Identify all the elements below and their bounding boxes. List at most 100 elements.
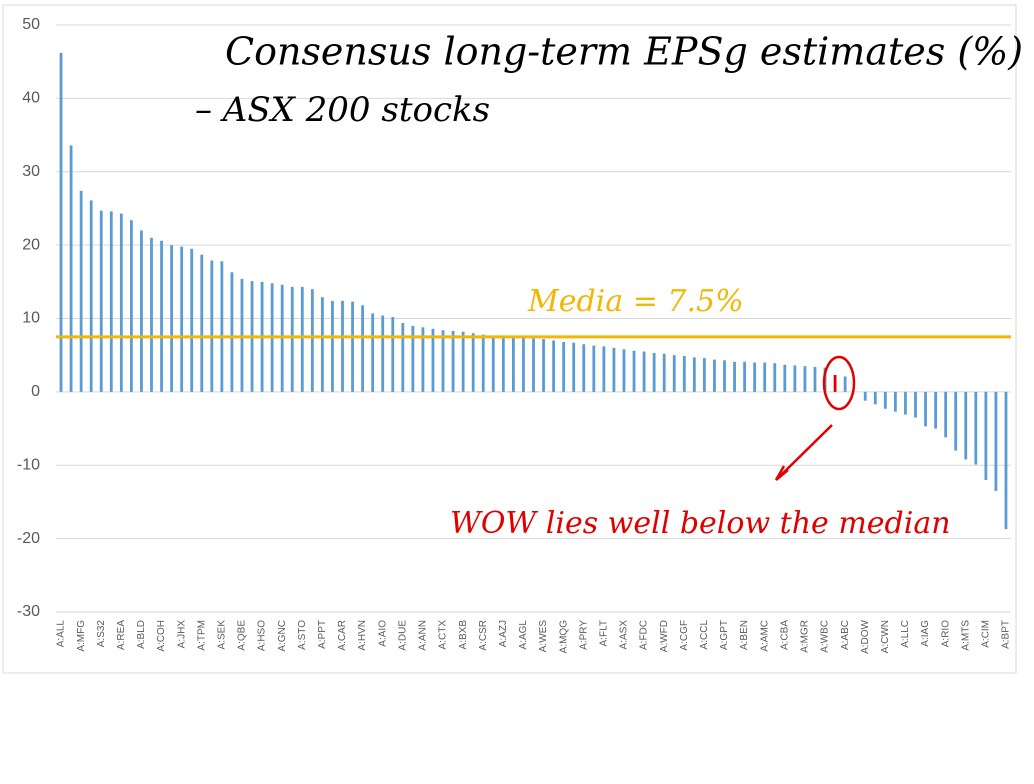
x-tick-label: A:AGL (518, 620, 529, 650)
bar (582, 344, 586, 392)
bar (592, 345, 596, 392)
y-tick-label: 20 (22, 236, 40, 253)
x-tick-label: A:RIO (940, 620, 951, 647)
y-tick-label: 0 (31, 383, 40, 400)
bar (491, 336, 495, 392)
bar (119, 213, 123, 392)
bar (924, 391, 927, 427)
x-tick-label: A:CBA (779, 620, 790, 650)
bar (763, 362, 767, 392)
bar (331, 300, 334, 392)
bar (552, 340, 556, 392)
bar (501, 336, 505, 392)
bar (99, 210, 103, 392)
x-tick-label: A:WES (538, 620, 549, 653)
median-annotation: Media = 7.5% (527, 284, 744, 319)
x-tick-label: A:BXB (458, 620, 469, 650)
x-tick-label: A:QBE (237, 620, 248, 651)
x-tick-label: A:WFD (659, 620, 670, 652)
bar (672, 355, 676, 392)
bar (652, 352, 656, 392)
bar (200, 254, 204, 392)
y-tick-label: 50 (22, 16, 40, 33)
x-tick-label: A:AZJ (498, 620, 509, 647)
bar (964, 391, 968, 460)
bar (532, 338, 535, 392)
bar (69, 145, 73, 392)
bar (190, 248, 194, 392)
bar (542, 339, 545, 392)
bar (883, 391, 887, 409)
x-tick-label: A:TPM (196, 620, 207, 651)
bar (944, 391, 948, 438)
x-tick-label: A:FLT (599, 620, 610, 646)
x-tick-label: A:S32 (96, 620, 107, 648)
bar (401, 322, 405, 392)
bar (320, 297, 324, 392)
bar (300, 286, 304, 392)
x-tick-label: A:MTS (960, 620, 971, 651)
x-tick-label: A:MQG (558, 620, 569, 654)
bar (682, 355, 686, 392)
arrow (774, 424, 833, 481)
bar (642, 351, 646, 392)
x-tick-label: A:BPT (1001, 620, 1012, 649)
bar (431, 328, 435, 392)
chart-frame (2, 4, 1017, 674)
x-tick-label: A:COH (156, 620, 167, 652)
bar (461, 331, 465, 392)
bar (481, 334, 485, 392)
bar (210, 260, 214, 392)
x-tick-label: A:SEK (217, 620, 228, 650)
bar (893, 391, 897, 412)
x-tick-label: A:CWN (880, 620, 891, 653)
bar (833, 374, 837, 392)
bar (79, 190, 83, 392)
x-tick-label: A:FDC (639, 620, 650, 650)
bar (863, 391, 867, 401)
x-tick-label: A:GNC (277, 620, 288, 652)
x-tick-label: A:CSR (478, 620, 489, 651)
bar (109, 211, 113, 392)
bar (230, 272, 234, 392)
x-tick-label: A:MFG (76, 620, 87, 652)
x-tick-label: A:AIO (377, 620, 388, 647)
bar (713, 359, 716, 392)
bar (572, 342, 576, 392)
x-tick-label: A:MGR (800, 620, 811, 653)
x-tick-label: A:ANN (418, 620, 429, 651)
bar (391, 317, 395, 392)
x-tick-label: A:PRY (578, 620, 589, 650)
bar (160, 240, 163, 392)
x-tick-label: A:HSO (257, 620, 268, 651)
bar (662, 353, 666, 392)
bar (1004, 391, 1008, 530)
x-tick-label: A:BLD (136, 620, 147, 649)
bar (994, 391, 998, 491)
bar (150, 237, 153, 392)
x-tick-label: A:CGF (679, 620, 690, 651)
bar (351, 301, 354, 392)
highlight-circle (822, 355, 856, 411)
x-tick-label: A:HVN (357, 620, 368, 651)
x-tick-label: A:CTX (438, 620, 449, 650)
bar (361, 305, 365, 392)
bar (381, 315, 385, 392)
bar (753, 362, 757, 392)
bar (803, 366, 807, 392)
x-tick-label: A:ALL (56, 620, 67, 648)
y-tick-label: -20 (17, 530, 40, 547)
y-tick-label: 10 (22, 310, 40, 327)
wow-annotation: WOW lies well below the median (450, 506, 951, 541)
x-tick-label: A:WBC (820, 620, 831, 653)
bar (471, 333, 475, 392)
bar (180, 246, 184, 392)
bar (290, 286, 294, 392)
bar (220, 261, 224, 392)
bar (934, 391, 938, 429)
y-tick-label: -10 (17, 456, 40, 473)
bar (441, 330, 445, 392)
bar (743, 361, 747, 392)
bar (411, 325, 415, 392)
bar (843, 376, 847, 392)
